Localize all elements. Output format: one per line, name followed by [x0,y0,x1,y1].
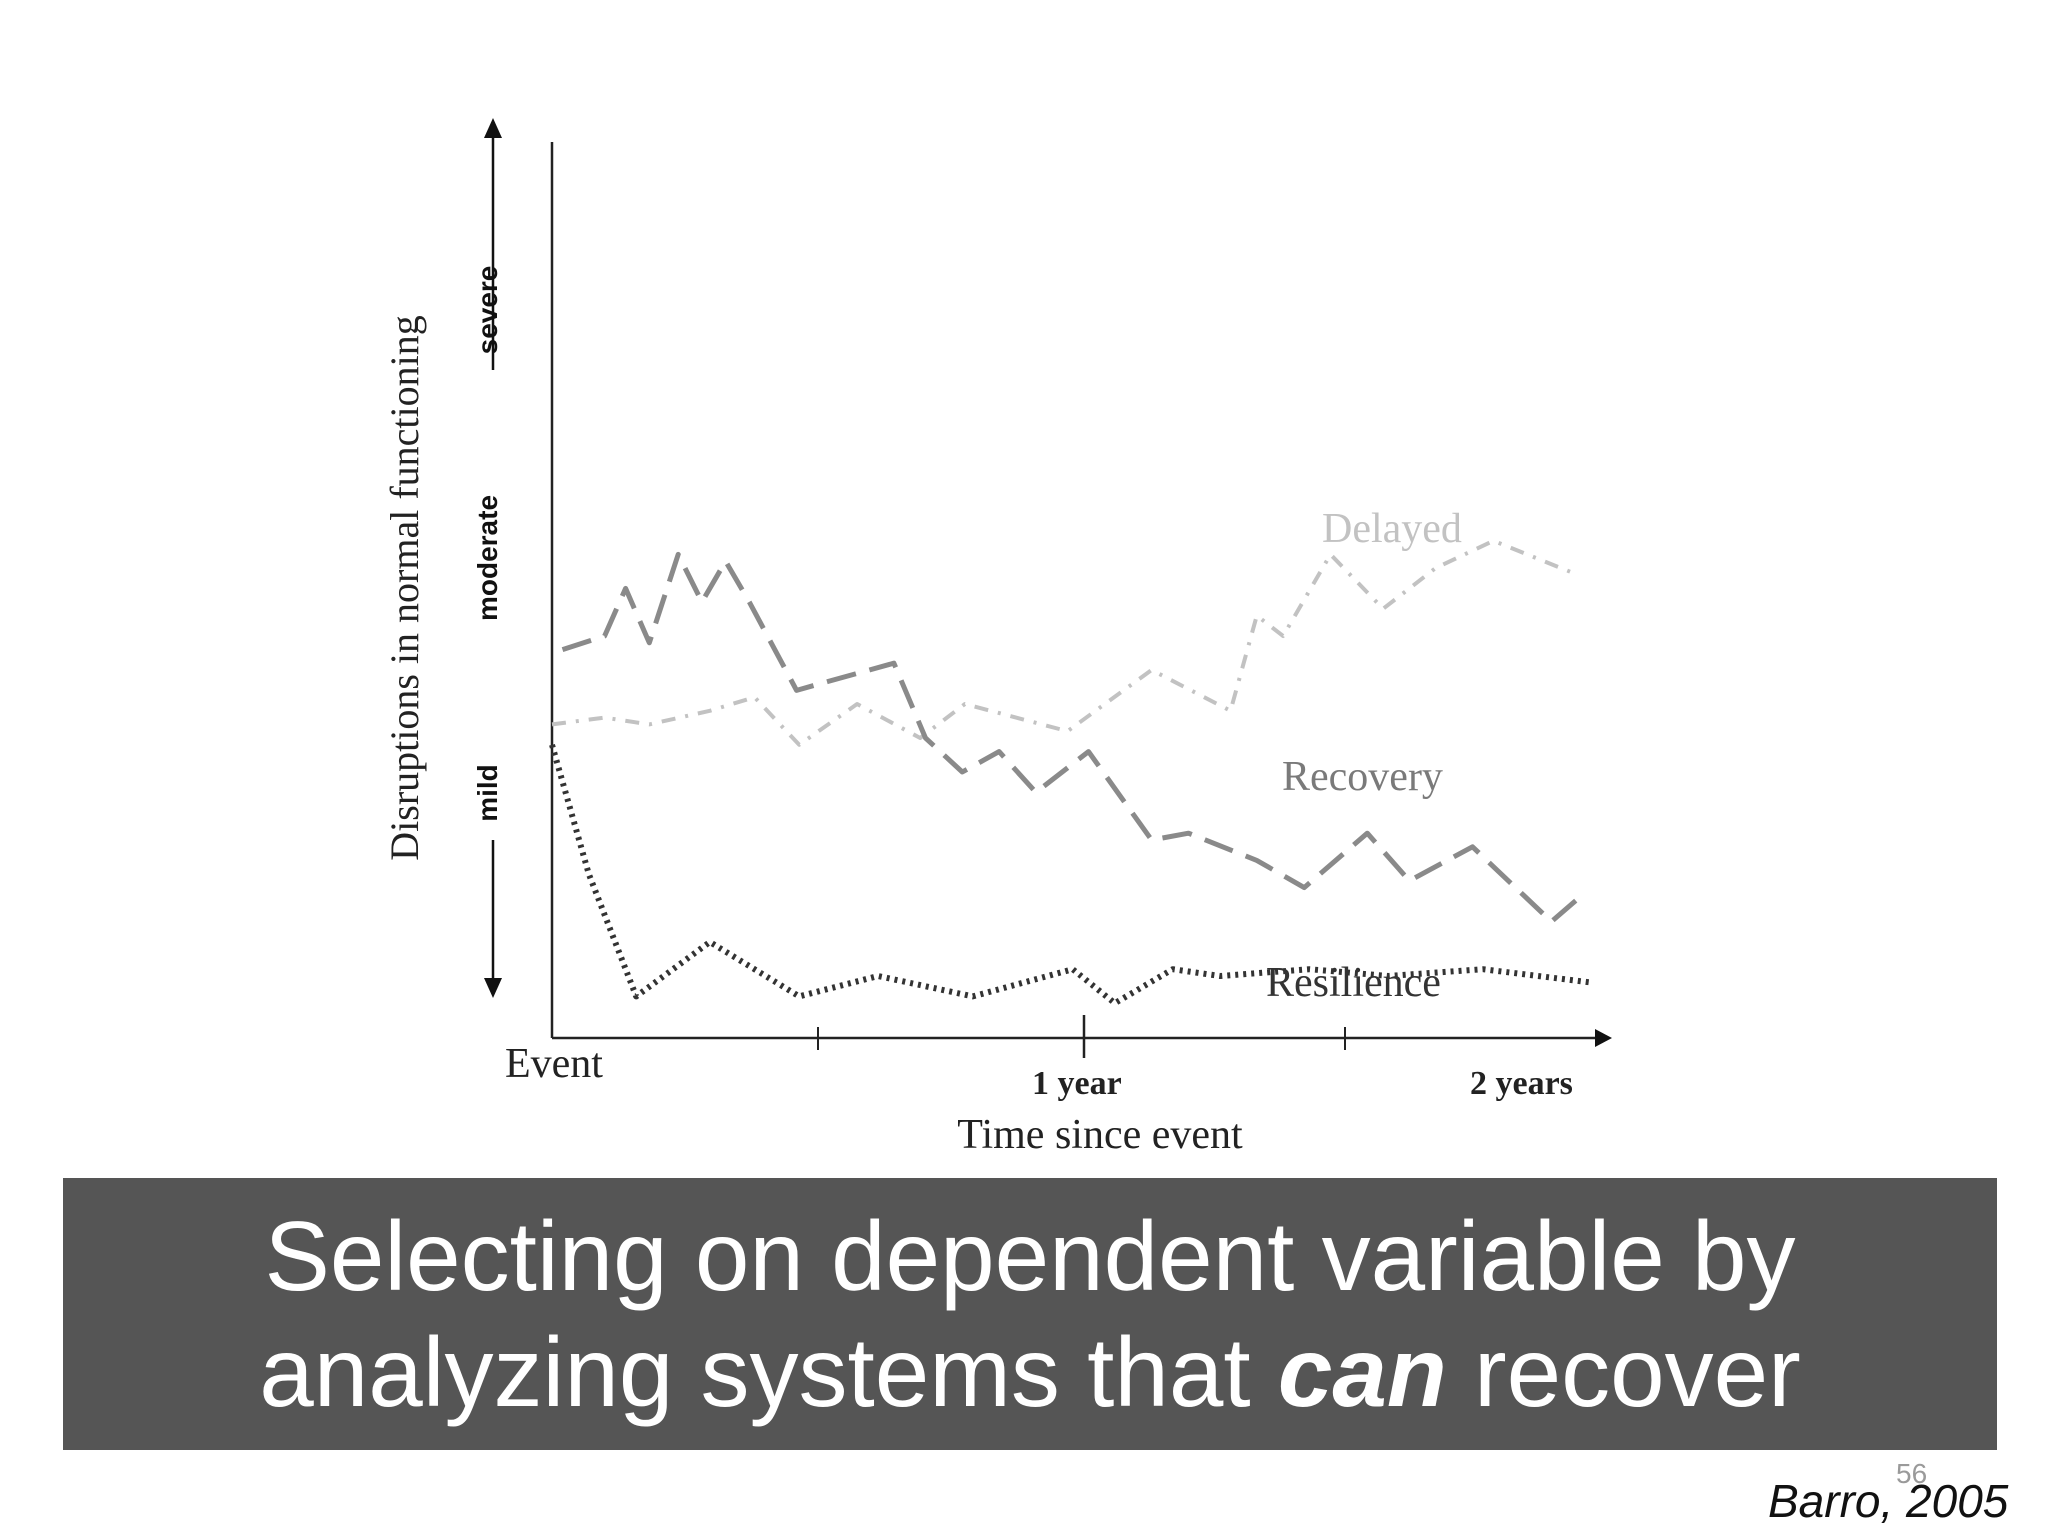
y-axis-title: Disruptions in normal functioning [382,315,427,861]
citation: Barro, 2005 [1768,1475,2009,1527]
series-line-recovery [561,551,1585,925]
series-line-delayed [551,538,1579,747]
caption-emphasis: can [1277,1317,1447,1427]
caption-line-2-start: analyzing systems that [259,1317,1278,1427]
x-tick-event: Event [505,1041,603,1087]
caption-band: Selecting on dependent variable by analy… [63,1178,1997,1450]
series-label-recovery: Recovery [1282,754,1443,800]
series-label-resilience: Resilience [1266,960,1441,1006]
y-tick-mild: mild [472,764,503,822]
x-tick-1-year: 1 year [1032,1065,1122,1102]
slide-number: 56 [1896,1458,1928,1489]
x-tick-2-years: 2 years [1470,1065,1573,1102]
caption-line-2-end: recover [1446,1317,1801,1427]
severity-arrowhead-up [484,118,502,138]
series-line-resilience [549,743,1594,1007]
caption-line-1: Selecting on dependent variable by [264,1201,1796,1311]
caption-line-2: analyzing systems that can recover [259,1314,1800,1430]
y-tick-severe: severe [472,266,503,355]
x-axis-title: Time since event [957,1112,1243,1158]
x-axis-arrowhead [1595,1029,1612,1047]
severity-arrowhead-down [484,978,502,998]
series-label-delayed: Delayed [1322,506,1462,552]
y-tick-moderate: moderate [472,495,503,621]
